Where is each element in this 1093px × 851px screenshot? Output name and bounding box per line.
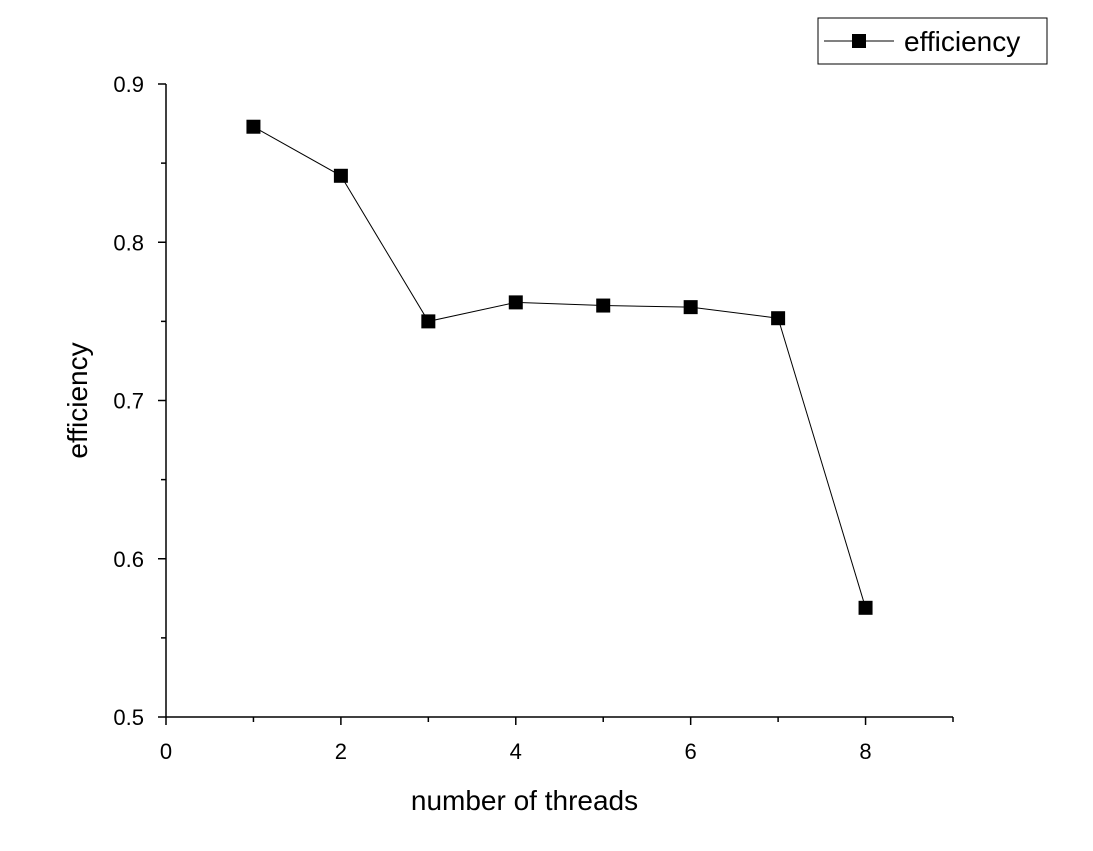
data-point-marker [333, 168, 348, 183]
data-point-marker [421, 314, 436, 329]
y-tick-label: 0.5 [113, 705, 144, 730]
series-layer [246, 119, 873, 615]
y-ticks: 0.5 0.6 0.7 0.8 0.9 [113, 72, 166, 730]
x-ticks: 0 2 4 6 8 [160, 717, 954, 764]
x-tick-label: 2 [335, 739, 347, 764]
y-tick-label: 0.8 [113, 230, 144, 255]
legend-label: efficiency [904, 26, 1020, 57]
x-tick-label: 6 [685, 739, 697, 764]
series-line [253, 126, 867, 608]
legend: efficiency [817, 17, 1048, 65]
legend-marker-swatch [852, 34, 866, 48]
data-point-marker [858, 600, 873, 615]
data-point-marker [596, 298, 611, 313]
x-tick-label: 0 [160, 739, 172, 764]
y-tick-label: 0.7 [113, 389, 144, 414]
y-tick-label: 0.6 [113, 547, 144, 572]
data-point-marker [246, 119, 261, 134]
axes: 0 2 4 6 8 0.5 0.6 0.7 0.8 0.9 [113, 72, 954, 764]
y-axis-title: efficiency [62, 342, 93, 458]
x-tick-label: 4 [510, 739, 522, 764]
data-point-marker [771, 311, 786, 326]
x-axis-title: number of threads [411, 785, 638, 816]
x-tick-label: 8 [859, 739, 871, 764]
data-point-marker [508, 295, 523, 310]
data-point-marker [683, 300, 698, 315]
y-tick-label: 0.9 [113, 72, 144, 97]
